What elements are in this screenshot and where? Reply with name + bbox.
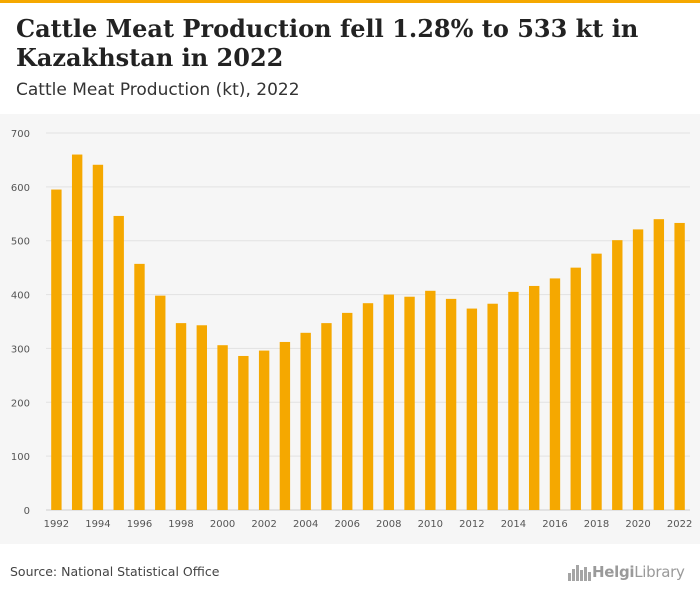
- bar-2008: [383, 294, 394, 510]
- bar-1999: [196, 325, 207, 510]
- bar-2013: [487, 303, 498, 510]
- x-tick-label-2012: 2012: [459, 519, 484, 530]
- x-tick-label-2020: 2020: [625, 519, 650, 530]
- bar-2002: [258, 350, 270, 510]
- bar-1992: [51, 189, 62, 511]
- chart-title: Cattle Meat Production fell 1.28% to 533…: [16, 14, 639, 72]
- helgi-library-logo: HelgiLibrary: [568, 563, 685, 581]
- y-tick-label-300: 300: [11, 344, 30, 355]
- bar-2021: [653, 219, 665, 510]
- y-tick-label-200: 200: [11, 398, 30, 409]
- y-tick-label-0: 0: [24, 506, 30, 517]
- x-tick-label-1992: 1992: [44, 519, 69, 530]
- y-tick-label-600: 600: [11, 183, 30, 194]
- bar-2000: [217, 345, 228, 510]
- source-note: Source: National Statistical Office: [10, 564, 220, 579]
- bar-1997: [155, 295, 166, 510]
- chart-subtitle: Cattle Meat Production (kt), 2022: [16, 80, 300, 100]
- x-tick-label-2000: 2000: [210, 519, 235, 530]
- bar-1994: [92, 164, 104, 511]
- bar-2017: [570, 267, 581, 510]
- bar-2007: [362, 303, 374, 510]
- y-tick-label-100: 100: [11, 452, 30, 463]
- top-accent-bar: [0, 0, 700, 3]
- logo-name-rest: Library: [634, 563, 685, 581]
- bar-2012: [466, 308, 478, 510]
- bar-2001: [238, 355, 249, 510]
- logo-text: HelgiLibrary: [592, 563, 685, 581]
- bar-2009: [404, 296, 415, 510]
- bar-2006: [342, 312, 353, 510]
- bar-2003: [279, 341, 291, 510]
- x-tick-label-2010: 2010: [418, 519, 443, 530]
- x-tick-label-1996: 1996: [127, 519, 152, 530]
- x-tick-label-1998: 1998: [168, 519, 193, 530]
- x-tick-label-2006: 2006: [334, 519, 359, 530]
- bar-1998: [175, 323, 187, 510]
- bar-2020: [632, 229, 644, 510]
- bar-2011: [445, 298, 457, 510]
- y-tick-label-500: 500: [11, 237, 30, 248]
- x-tick-label-2018: 2018: [584, 519, 609, 530]
- y-tick-label-700: 700: [11, 129, 30, 140]
- x-tick-label-1994: 1994: [85, 519, 110, 530]
- x-tick-label-2014: 2014: [501, 519, 526, 530]
- logo-name-bold: Helgi: [592, 563, 635, 581]
- bar-chart: 0 100 200 300 400 500 600 700 1992 1994 1996 1998 20…: [11, 129, 692, 530]
- bar-2010: [425, 290, 436, 510]
- bar-2016: [549, 278, 561, 510]
- x-tick-label-2004: 2004: [293, 519, 318, 530]
- x-tick-label-2016: 2016: [542, 519, 567, 530]
- bar-2019: [612, 240, 623, 510]
- bar-2004: [300, 332, 311, 510]
- bar-2022: [674, 222, 685, 510]
- x-tick-label-2008: 2008: [376, 519, 401, 530]
- city-skyline-icon: [568, 565, 591, 581]
- bar-2018: [591, 253, 602, 510]
- bar-1996: [134, 263, 145, 510]
- bar-2015: [529, 285, 540, 510]
- bar-1993: [71, 154, 83, 511]
- x-tick-label-2022: 2022: [667, 519, 692, 530]
- bar-1995: [113, 215, 124, 510]
- bar-2005: [321, 323, 332, 510]
- y-tick-label-400: 400: [11, 291, 30, 302]
- x-tick-label-2002: 2002: [251, 519, 276, 530]
- bar-2014: [508, 291, 519, 510]
